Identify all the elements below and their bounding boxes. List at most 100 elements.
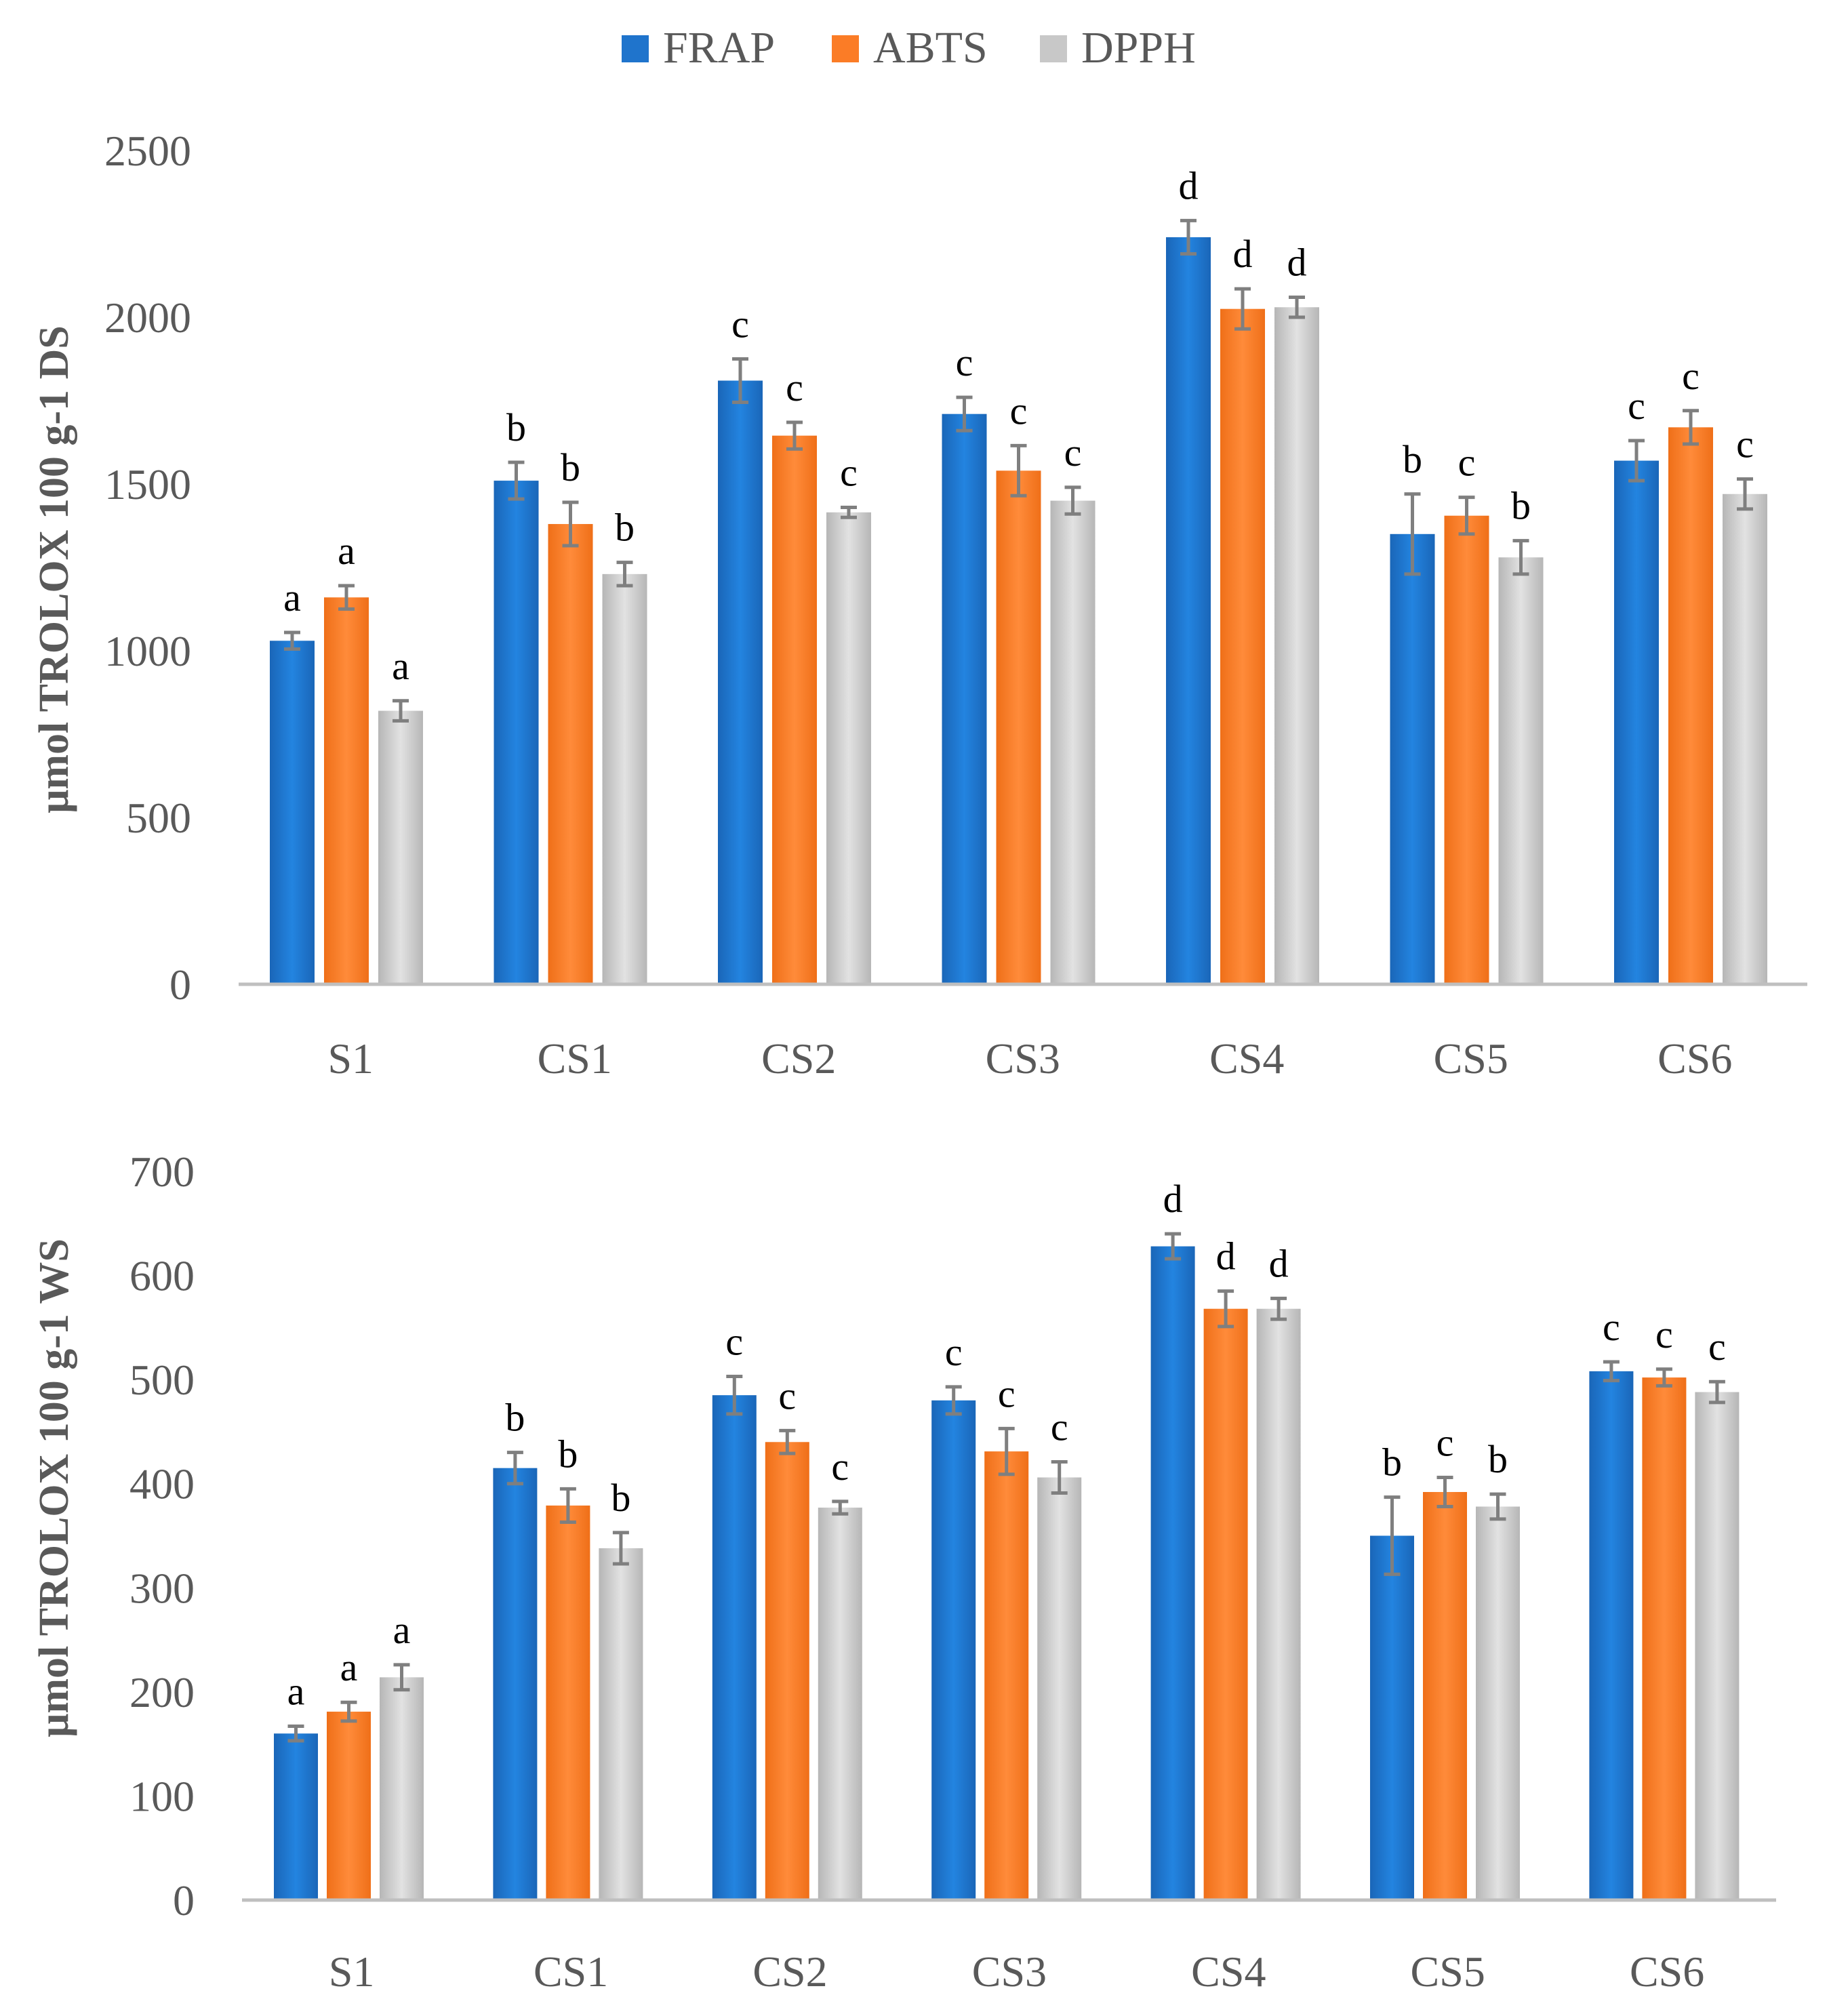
chart-ws-y-ticks: 0 100 200 300 400 500 600 700: [129, 1148, 195, 1924]
error-bar-ws-dpph-cs1: [612, 1531, 629, 1566]
significance-letter-ds-abts-cs1: b: [561, 445, 580, 489]
bar-ws-abts-cs5: [1423, 1492, 1467, 1900]
significance-letter-ds-abts-cs3: c: [1010, 388, 1028, 432]
significance-letter-ds-abts-s1: a: [338, 529, 355, 573]
error-bar-ds-abts-cs2: [786, 420, 803, 451]
bar-ws-abts-cs3: [984, 1451, 1029, 1900]
bar-ds-abts-cs1: [548, 524, 593, 984]
error-bar-ds-frap-cs2: [732, 357, 748, 404]
bar-ds-abts-cs6: [1668, 427, 1713, 984]
error-bar-ds-abts-cs1: [562, 500, 579, 548]
bar-ws-abts-cs1: [546, 1505, 590, 1900]
legend-label-dpph: DPPH: [1081, 23, 1196, 73]
chart-ws-y-tick-label: 400: [129, 1460, 195, 1508]
significance-letter-ws-frap-s1: a: [287, 1670, 305, 1714]
error-bar-ds-dpph-cs4: [1289, 295, 1305, 319]
bar-ws-abts-s1: [327, 1712, 371, 1900]
significance-letter-ds-frap-cs3: c: [956, 340, 973, 384]
bar-ws-frap-cs4: [1150, 1246, 1195, 1900]
chart-ws-error-bars: [287, 1232, 1725, 1743]
bar-ws-frap-cs6: [1589, 1371, 1634, 1900]
bar-ds-dpph-cs4: [1274, 307, 1319, 984]
significance-letter-ds-dpph-cs1: b: [615, 506, 635, 550]
significance-letter-ws-abts-cs6: c: [1655, 1312, 1673, 1356]
significance-letter-ws-abts-cs4: d: [1216, 1234, 1236, 1278]
error-bar-ws-abts-s1: [340, 1700, 357, 1723]
error-bar-ws-dpph-s1: [393, 1663, 410, 1692]
bar-ds-abts-cs2: [772, 435, 817, 984]
bar-ds-dpph-cs6: [1723, 493, 1767, 984]
bar-ws-dpph-cs2: [818, 1508, 862, 1900]
error-bar-ds-abts-s1: [338, 584, 355, 611]
error-bar-ws-abts-cs4: [1218, 1289, 1234, 1329]
error-bar-ds-abts-cs3: [1010, 443, 1027, 498]
bar-ds-dpph-cs1: [602, 573, 647, 984]
chart-ds-y-axis-title: μmol TROLOX 100 g-1 DS: [31, 325, 77, 813]
bar-ws-dpph-cs6: [1695, 1392, 1740, 1900]
legend-label-frap: FRAP: [663, 23, 775, 73]
legend: FRAP ABTS DPPH: [622, 23, 1196, 73]
error-bar-ds-frap-cs4: [1180, 218, 1197, 256]
bar-ds-frap-cs1: [494, 481, 539, 984]
significance-letter-ws-abts-cs5: c: [1436, 1421, 1454, 1465]
significance-letter-ds-frap-cs1: b: [506, 405, 526, 449]
chart-ds: μmol TROLOX 100 g-1 DS 0 500 1000 1500 2000 2…: [31, 127, 1807, 1083]
chart-ws-y-tick-label: 0: [173, 1876, 195, 1924]
chart-ds-x-tick-label-cs6: CS6: [1657, 1034, 1732, 1083]
chart-ds-error-bars: [284, 218, 1753, 723]
significance-letter-ds-abts-cs5: c: [1458, 441, 1476, 485]
chart-ws: μmol TROLOX 100 g-1 WS 0 100 200 300 400 500 6…: [31, 1148, 1776, 1996]
bar-ds-frap-s1: [270, 641, 315, 984]
significance-letter-ws-dpph-cs2: c: [831, 1445, 849, 1489]
bar-ws-frap-cs1: [493, 1468, 538, 1900]
bar-ws-frap-s1: [274, 1733, 318, 1900]
error-bar-ds-dpph-cs1: [616, 561, 633, 588]
error-bar-ds-frap-cs1: [508, 460, 525, 501]
error-bar-ds-abts-cs6: [1683, 409, 1699, 446]
bar-ws-dpph-cs4: [1256, 1308, 1301, 1900]
chart-ds-bars: [270, 237, 1767, 984]
chart-ws-x-tick-label-cs1: CS1: [534, 1948, 608, 1996]
bar-ws-dpph-cs3: [1037, 1477, 1082, 1900]
error-bar-ds-dpph-cs2: [841, 505, 857, 519]
chart-ws-y-tick-label: 300: [129, 1564, 195, 1612]
bar-ws-abts-cs2: [765, 1442, 809, 1900]
chart-ds-x-tick-label-cs4: CS4: [1209, 1034, 1284, 1083]
error-bar-ds-abts-cs4: [1234, 287, 1251, 331]
bar-ws-dpph-cs5: [1476, 1506, 1520, 1900]
bar-ds-frap-cs5: [1390, 533, 1435, 984]
chart-ws-x-tick-label-cs5: CS5: [1411, 1948, 1485, 1996]
significance-letter-ws-abts-s1: a: [340, 1645, 358, 1689]
significance-letter-ds-frap-s1: a: [283, 576, 301, 620]
chart-ds-x-tick-label-cs5: CS5: [1434, 1034, 1508, 1083]
significance-letter-ds-dpph-cs2: c: [840, 450, 858, 494]
bar-ws-frap-cs5: [1370, 1535, 1414, 1900]
error-bar-ds-frap-cs6: [1628, 439, 1645, 483]
legend-swatch-frap: [622, 35, 649, 62]
significance-letter-ws-abts-cs1: b: [558, 1432, 578, 1476]
bar-ws-frap-cs3: [931, 1400, 976, 1900]
chart-ws-x-tick-label-cs6: CS6: [1630, 1948, 1704, 1996]
significance-letter-ws-frap-cs3: c: [945, 1330, 963, 1374]
error-bar-ds-frap-cs5: [1404, 492, 1421, 576]
chart-ws-y-tick-label: 700: [129, 1148, 195, 1196]
error-bar-ds-frap-s1: [284, 630, 300, 651]
chart-ds-x-tick-label-cs3: CS3: [986, 1034, 1060, 1083]
significance-letter-ws-frap-cs1: b: [505, 1396, 525, 1440]
chart-ws-x-tick-label-cs4: CS4: [1191, 1948, 1266, 1996]
error-bar-ws-abts-cs2: [779, 1428, 796, 1455]
error-bar-ws-frap-s1: [287, 1725, 304, 1743]
error-bar-ds-dpph-s1: [393, 699, 409, 723]
significance-letter-ds-dpph-cs3: c: [1064, 430, 1082, 475]
chart-ws-x-tick-label-s1: S1: [329, 1948, 375, 1996]
significance-letter-ds-dpph-cs4: d: [1287, 240, 1307, 284]
error-bar-ds-frap-cs3: [956, 395, 973, 432]
legend-entry-abts: ABTS: [832, 23, 988, 73]
significance-letter-ws-dpph-cs3: c: [1051, 1405, 1068, 1449]
chart-ds-x-ticks: S1 CS1 CS2 CS3 CS4 CS5 CS6: [327, 1034, 1732, 1083]
chart-ds-y-tick-label: 2000: [104, 294, 191, 342]
error-bar-ds-dpph-cs6: [1737, 477, 1753, 511]
chart-ds-y-tick-label: 1500: [104, 460, 191, 508]
bar-ws-abts-cs6: [1642, 1377, 1687, 1900]
